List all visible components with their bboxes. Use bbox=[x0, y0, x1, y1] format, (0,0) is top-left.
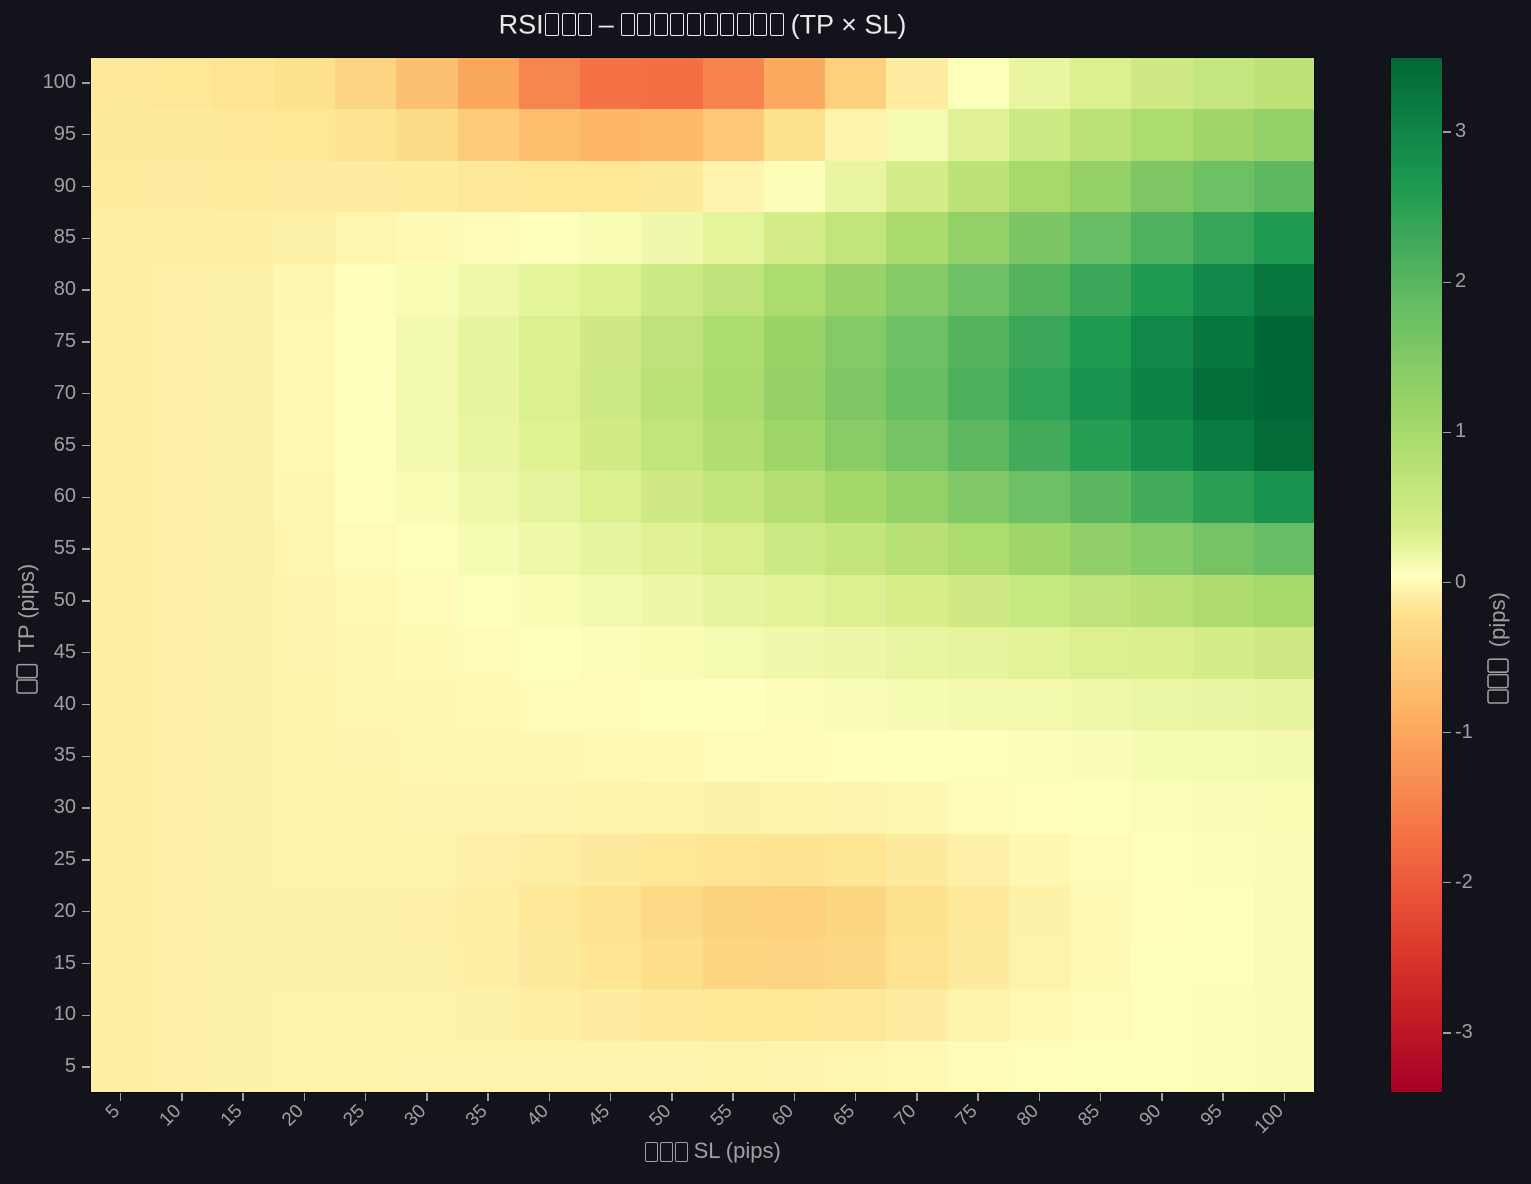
svg-text:65: 65 bbox=[829, 1101, 859, 1131]
svg-text:TP (pips): TP (pips) bbox=[14, 564, 39, 653]
svg-text:5: 5 bbox=[102, 1101, 124, 1123]
svg-text:50: 50 bbox=[646, 1101, 676, 1131]
svg-text:70: 70 bbox=[891, 1101, 921, 1131]
svg-text:45: 45 bbox=[584, 1101, 614, 1131]
svg-text:80: 80 bbox=[1013, 1101, 1043, 1131]
svg-text:10: 10 bbox=[156, 1101, 186, 1131]
svg-text:40: 40 bbox=[523, 1101, 553, 1131]
svg-text:20: 20 bbox=[278, 1101, 308, 1131]
svg-text:90: 90 bbox=[1136, 1101, 1166, 1131]
svg-text:55: 55 bbox=[707, 1101, 737, 1131]
svg-text:(pips): (pips) bbox=[1485, 592, 1510, 647]
svg-text:85: 85 bbox=[1074, 1101, 1104, 1131]
svg-text:95: 95 bbox=[1197, 1101, 1227, 1131]
svg-text:25: 25 bbox=[339, 1101, 369, 1131]
svg-text:100: 100 bbox=[1251, 1101, 1288, 1138]
svg-text:30: 30 bbox=[401, 1101, 431, 1131]
svg-text:15: 15 bbox=[217, 1101, 247, 1131]
svg-text:60: 60 bbox=[768, 1101, 798, 1131]
svg-text:75: 75 bbox=[952, 1101, 982, 1131]
svg-text:35: 35 bbox=[462, 1101, 492, 1131]
